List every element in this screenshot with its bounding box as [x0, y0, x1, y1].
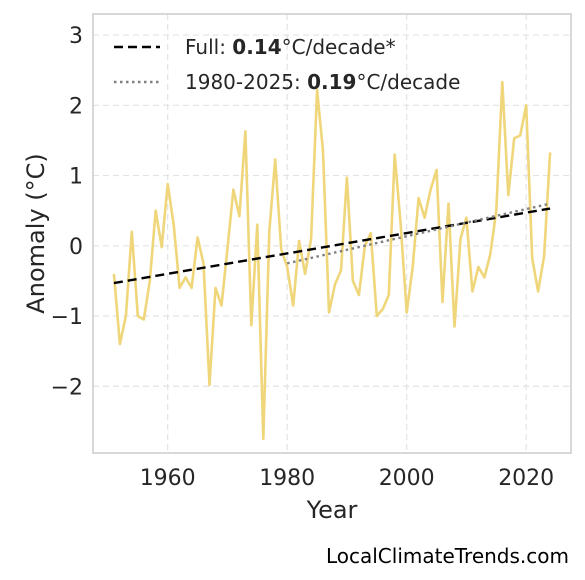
anomaly-series-line	[112, 80, 552, 441]
legend-label: 1980-2025: 0.19°C/decade	[185, 70, 460, 94]
x-tick-label: 1960	[140, 466, 196, 491]
x-tick-label: 2020	[498, 466, 554, 491]
y-tick-label: 1	[69, 165, 83, 190]
site-credit: LocalClimateTrends.com	[325, 544, 569, 568]
y-ticks: −2 −1 0 1 2 3	[51, 24, 83, 400]
y-tick-label: −2	[51, 375, 83, 400]
legend: Full: 0.14°C/decade*1980-2025: 0.19°C/de…	[114, 35, 460, 94]
x-tick-label: 2000	[379, 466, 435, 491]
y-tick-label: 0	[69, 235, 83, 260]
x-ticks: 1960 1980 2000 2020	[140, 466, 555, 491]
legend-label: Full: 0.14°C/decade*	[185, 35, 396, 59]
y-tick-label: 2	[69, 94, 83, 119]
x-tick-label: 1980	[259, 466, 315, 491]
legend-prefix: 1980-2025:	[185, 70, 307, 94]
legend-suffix: °C/decade	[356, 70, 460, 94]
plot-frame	[92, 13, 572, 454]
y-tick-label: 3	[69, 24, 83, 49]
legend-trend-value: 0.19	[307, 70, 356, 94]
legend-suffix: °C/decade*	[282, 35, 396, 59]
y-tick-label: −1	[51, 305, 83, 330]
series-layer	[112, 80, 552, 441]
full-trend-line	[113, 207, 551, 285]
grid	[93, 14, 571, 453]
trend-layer	[113, 202, 551, 285]
x-axis-label: Year	[306, 496, 358, 524]
legend-prefix: Full:	[185, 35, 232, 59]
legend-trend-value: 0.14	[232, 35, 281, 59]
y-axis-label: Anomaly (°C)	[22, 153, 50, 313]
